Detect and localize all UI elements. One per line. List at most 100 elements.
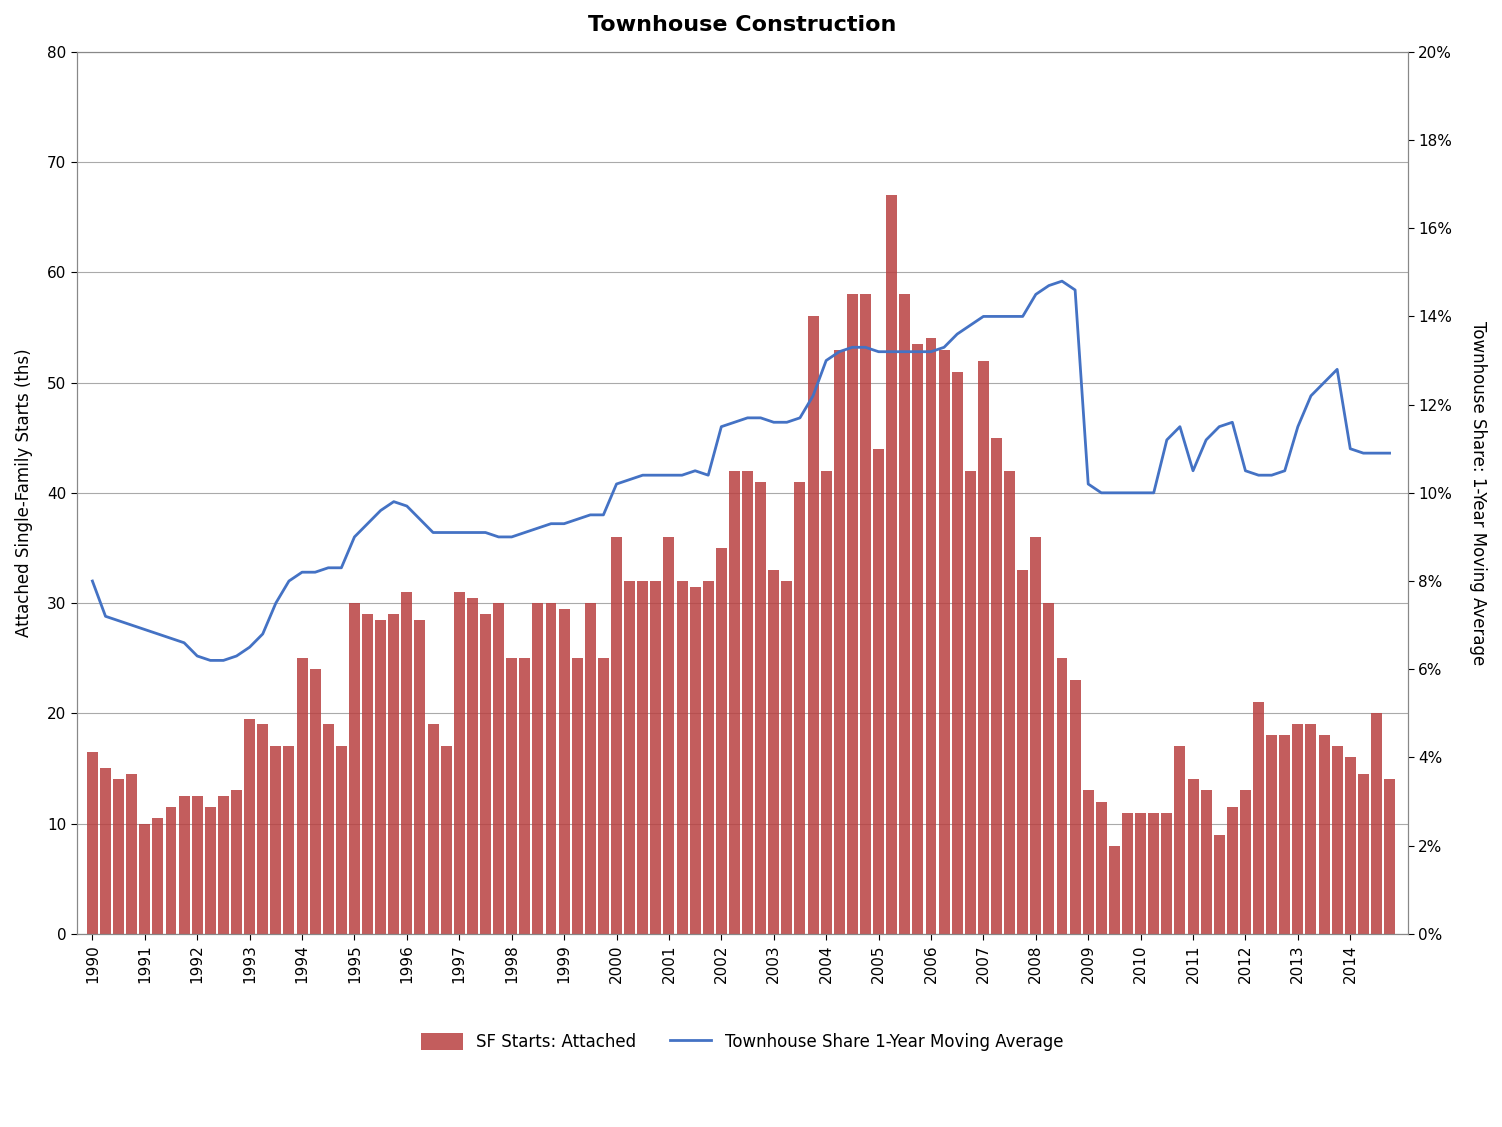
Bar — [336, 746, 347, 934]
Bar — [756, 482, 766, 934]
Bar — [1371, 713, 1382, 934]
Bar — [218, 796, 228, 934]
Bar — [598, 658, 608, 934]
Bar — [637, 582, 649, 934]
Title: Townhouse Construction: Townhouse Construction — [589, 15, 897, 35]
Bar — [1280, 736, 1290, 934]
Bar — [559, 609, 569, 934]
Bar — [689, 586, 700, 934]
Bar — [820, 471, 832, 934]
Bar — [113, 780, 125, 934]
Bar — [1214, 835, 1224, 934]
Bar — [716, 548, 727, 934]
Bar — [389, 614, 400, 934]
Bar — [1358, 774, 1368, 934]
Bar — [257, 725, 269, 934]
Bar — [808, 317, 819, 934]
Bar — [1344, 757, 1356, 934]
Bar — [978, 361, 988, 934]
Bar — [703, 582, 713, 934]
Bar — [204, 807, 216, 934]
Bar — [1056, 658, 1068, 934]
Bar — [296, 658, 308, 934]
Bar — [650, 582, 661, 934]
Townhouse Share 1-Year Moving Average — [1380, 446, 1398, 460]
Bar — [376, 620, 386, 934]
Bar — [1188, 780, 1199, 934]
Bar — [834, 349, 844, 934]
Bar — [192, 796, 203, 934]
Bar — [1332, 746, 1343, 934]
Bar — [1122, 813, 1133, 934]
Bar — [245, 719, 255, 934]
Bar — [1305, 725, 1316, 934]
Bar — [912, 344, 924, 934]
Bar — [506, 658, 517, 934]
Bar — [572, 658, 583, 934]
Bar — [467, 597, 478, 934]
Legend: SF Starts: Attached, Townhouse Share 1-Year Moving Average: SF Starts: Attached, Townhouse Share 1-Y… — [415, 1027, 1069, 1058]
Bar — [165, 807, 177, 934]
Bar — [1175, 746, 1185, 934]
Bar — [231, 790, 242, 934]
Bar — [440, 746, 452, 934]
Bar — [625, 582, 635, 934]
Bar — [1148, 813, 1160, 934]
Bar — [873, 449, 885, 934]
Bar — [611, 536, 622, 934]
Bar — [939, 349, 949, 934]
Bar — [520, 658, 530, 934]
Bar — [323, 725, 333, 934]
Townhouse Share 1-Year Moving Average — [398, 499, 416, 513]
Bar — [284, 746, 294, 934]
Bar — [179, 796, 189, 934]
Bar — [1241, 790, 1251, 934]
Bar — [1385, 780, 1395, 934]
Bar — [1096, 801, 1107, 934]
Bar — [270, 746, 281, 934]
Bar — [1083, 790, 1093, 934]
Bar — [728, 471, 740, 934]
Y-axis label: Townhouse Share: 1-Year Moving Average: Townhouse Share: 1-Year Moving Average — [1469, 321, 1487, 665]
Townhouse Share 1-Year Moving Average — [1053, 274, 1071, 287]
Bar — [1069, 681, 1080, 934]
Bar — [126, 774, 137, 934]
Townhouse Share 1-Year Moving Average — [765, 416, 783, 429]
Bar — [1030, 536, 1041, 934]
Bar — [742, 471, 753, 934]
Bar — [428, 725, 439, 934]
Townhouse Share 1-Year Moving Average — [1302, 389, 1320, 402]
Bar — [309, 669, 320, 934]
Bar — [415, 620, 425, 934]
Bar — [1266, 736, 1277, 934]
Bar — [532, 603, 544, 934]
Bar — [493, 603, 505, 934]
Bar — [1319, 736, 1329, 934]
Bar — [1108, 845, 1120, 934]
Bar — [152, 818, 164, 934]
Bar — [991, 437, 1002, 934]
Bar — [781, 582, 793, 934]
Bar — [1017, 570, 1029, 934]
Bar — [584, 603, 596, 934]
Bar — [664, 536, 674, 934]
Townhouse Share 1-Year Moving Average — [1341, 442, 1359, 455]
Bar — [861, 294, 871, 934]
Bar — [676, 582, 688, 934]
Townhouse Share 1-Year Moving Average — [201, 654, 219, 667]
Bar — [886, 195, 897, 934]
Bar — [140, 824, 150, 934]
Bar — [1005, 471, 1015, 934]
Bar — [454, 592, 464, 934]
Bar — [768, 570, 780, 934]
Townhouse Share 1-Year Moving Average — [84, 575, 102, 588]
Bar — [545, 603, 556, 934]
Bar — [481, 614, 491, 934]
Line: Townhouse Share 1-Year Moving Average: Townhouse Share 1-Year Moving Average — [93, 281, 1389, 660]
Bar — [1044, 603, 1054, 934]
Bar — [101, 769, 111, 934]
Bar — [1200, 790, 1212, 934]
Bar — [1136, 813, 1146, 934]
Y-axis label: Attached Single-Family Starts (ths): Attached Single-Family Starts (ths) — [15, 348, 33, 637]
Bar — [952, 372, 963, 934]
